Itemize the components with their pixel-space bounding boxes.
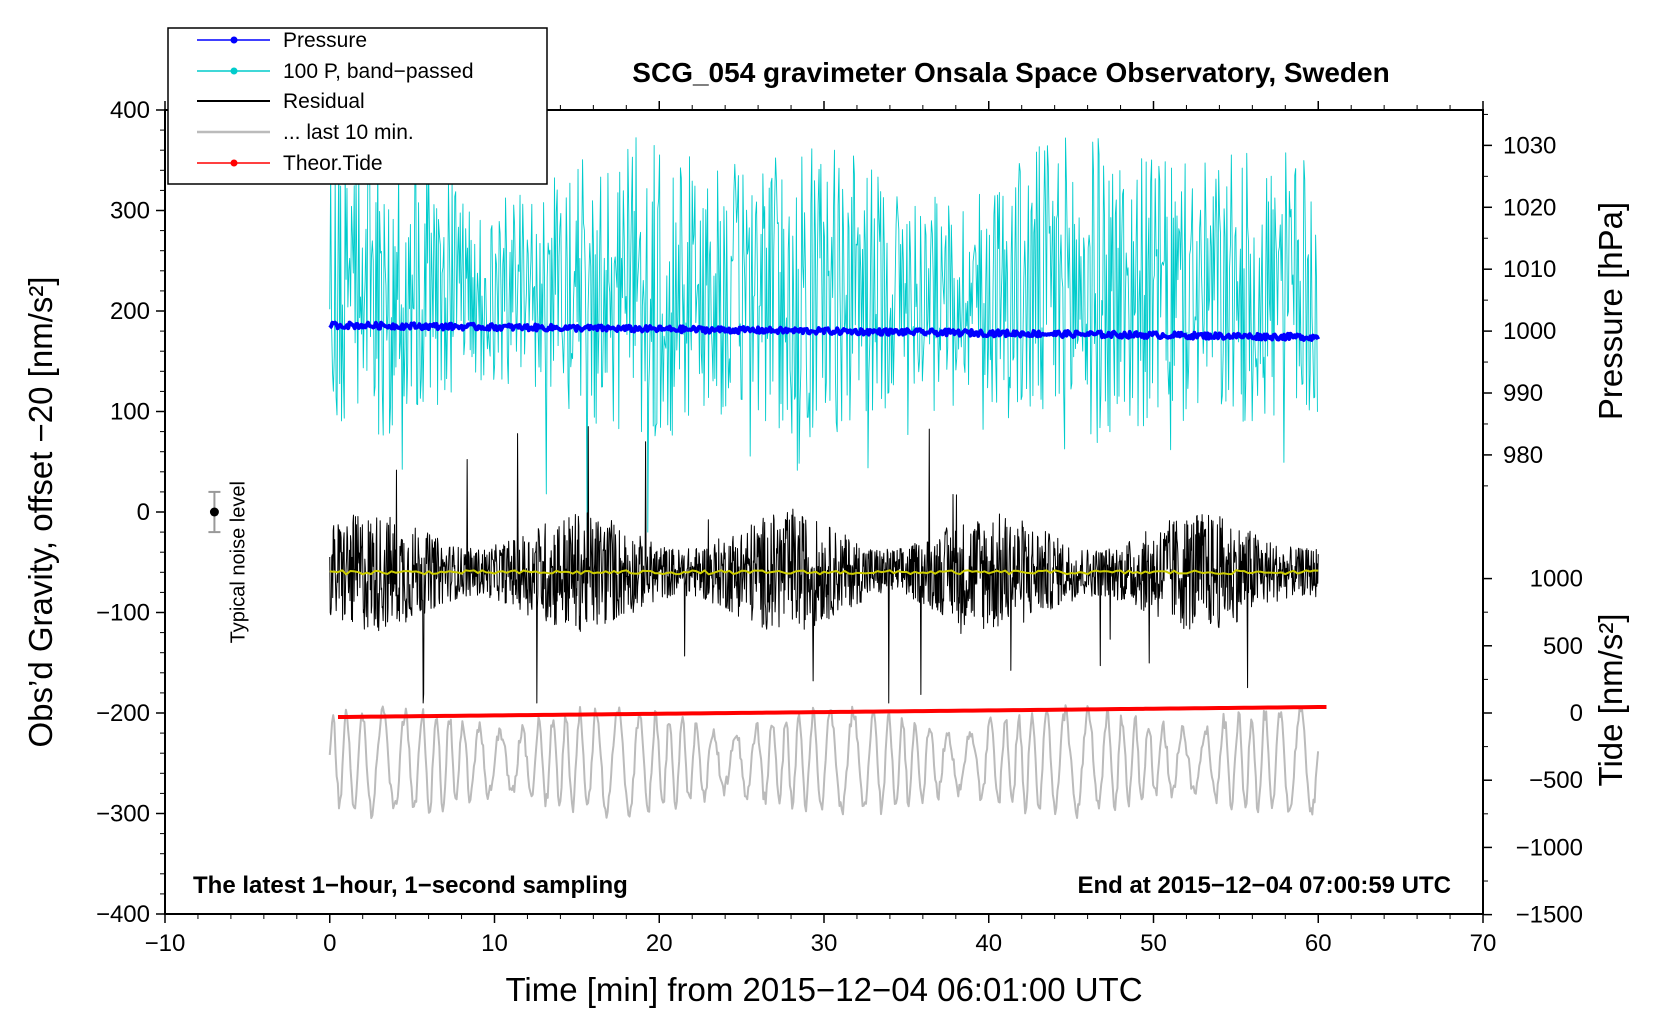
noise-marker-group: Typical noise level — [208, 481, 249, 643]
y-tick-label: 400 — [110, 97, 150, 124]
legend: Pressure 100 P, band−passed Residual ...… — [167, 27, 548, 185]
tide-tick-label: −1500 — [1516, 902, 1583, 929]
y-tick-label: −400 — [96, 901, 150, 928]
chart-title: SCG_054 gravimeter Onsala Space Observat… — [632, 57, 1389, 88]
x-axis-label: Time [min] from 2015−12−04 06:01:00 UTC — [505, 971, 1142, 1008]
tide-tick-label: 1000 — [1530, 566, 1583, 593]
noise-point — [209, 507, 219, 517]
y-tick-label: 200 — [110, 298, 150, 325]
y-tick-label: −300 — [96, 801, 150, 828]
legend-label-last10: ... last 10 min. — [283, 121, 414, 144]
y-axis-label: Obs’d Gravity, offset −20 [nm/s²] — [22, 276, 59, 747]
annotation-end-time: End at 2015−12−04 07:00:59 UTC — [1077, 872, 1451, 899]
x-tick-label: 20 — [646, 930, 673, 957]
tide-tick-label: 0 — [1570, 700, 1583, 727]
tide-axis-label: Tide [nm/s²] — [1592, 614, 1629, 787]
pressure-tick-label: 1030 — [1503, 132, 1556, 159]
series-pressure — [328, 320, 1321, 342]
noise-level-label: Typical noise level — [227, 481, 249, 643]
x-tick-label: 50 — [1140, 930, 1167, 957]
legend-marker-bandpassed — [230, 67, 238, 75]
tide-tick-label: −500 — [1529, 767, 1583, 794]
x-tick-label: 70 — [1470, 930, 1497, 957]
tide-tick-label: 500 — [1543, 633, 1583, 660]
pressure-tick-label: 980 — [1503, 442, 1543, 469]
pressure-tick-label: 1000 — [1503, 318, 1556, 345]
annotation-sampling: The latest 1−hour, 1−second sampling — [193, 872, 628, 899]
pressure-axis-label: Pressure [hPa] — [1592, 202, 1629, 420]
legend-label-tide: Theor.Tide — [283, 152, 383, 175]
x-tick-label: 40 — [975, 930, 1002, 957]
series-bandpassed-pressure — [329, 137, 1318, 533]
pressure-tick-label: 1010 — [1503, 256, 1556, 283]
series-theoretical-tide — [337, 704, 1327, 720]
x-tick-label: 30 — [811, 930, 838, 957]
pressure-tick-label: 1020 — [1503, 194, 1556, 221]
series-residual-smoothed — [329, 569, 1319, 576]
legend-box — [167, 27, 548, 185]
legend-marker-pressure — [230, 36, 238, 44]
y-tick-label: 0 — [137, 499, 150, 526]
series-residual — [329, 426, 1319, 704]
x-tick-label: −10 — [145, 930, 186, 957]
x-tick-label: 0 — [323, 930, 336, 957]
y-tick-label: 300 — [110, 198, 150, 225]
legend-marker-tide — [230, 159, 238, 167]
y-tick-label: −200 — [96, 700, 150, 727]
ticks-layer: −10 0 10 20 30 40 50 60 704003002001000−100−200−… — [96, 97, 1583, 957]
series-layer — [328, 137, 1327, 820]
legend-label-residual: Residual — [283, 90, 365, 113]
series-last-10-min — [328, 704, 1320, 820]
x-tick-label: 60 — [1305, 930, 1332, 957]
legend-label-pressure: Pressure — [283, 29, 367, 52]
x-tick-label: 10 — [481, 930, 508, 957]
tide-tick-label: −1000 — [1516, 834, 1583, 861]
y-tick-label: −100 — [96, 600, 150, 627]
pressure-tick-label: 990 — [1503, 380, 1543, 407]
legend-label-bandpassed: 100 P, band−passed — [283, 60, 474, 83]
y-tick-label: 100 — [110, 399, 150, 426]
